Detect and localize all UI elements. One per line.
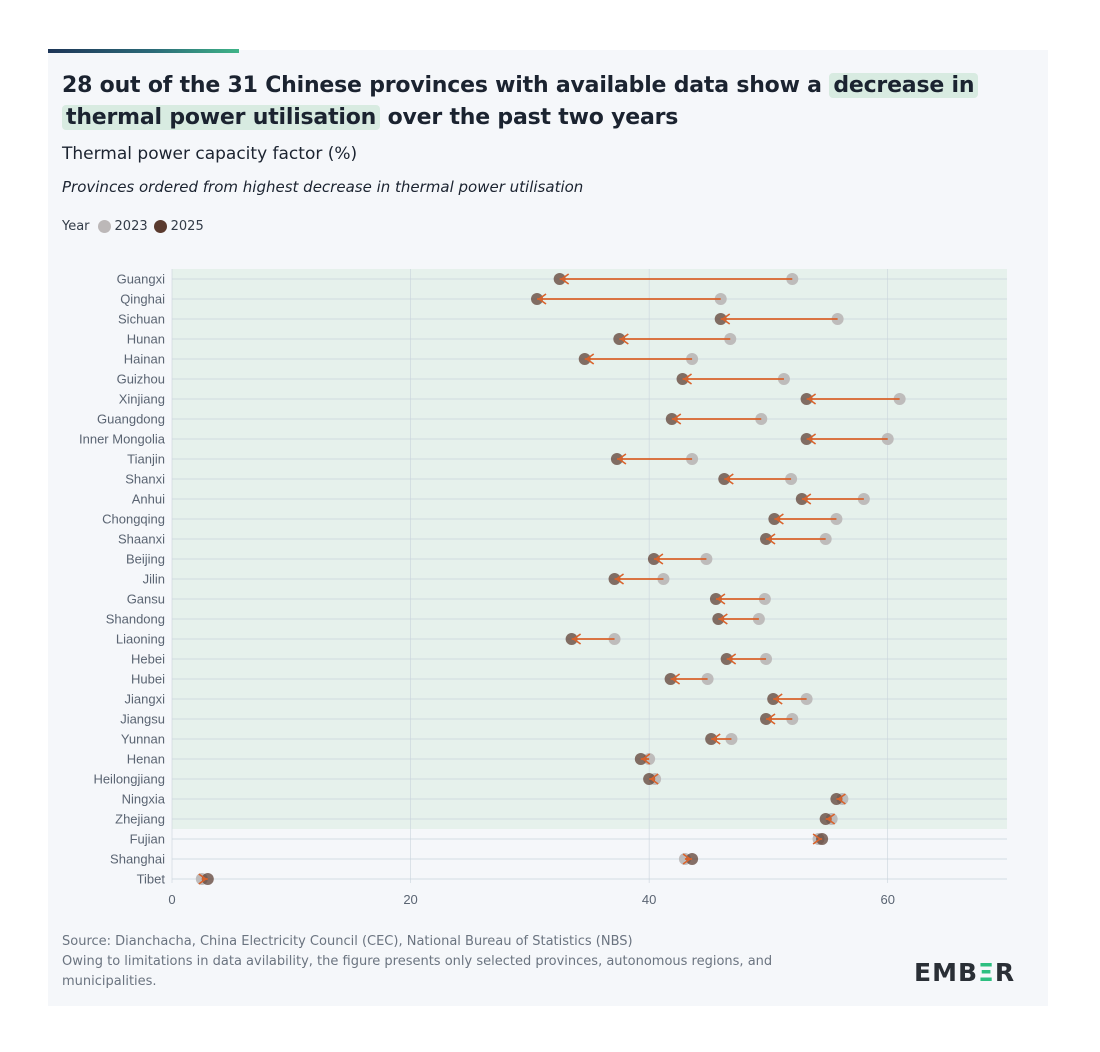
y-tick-label: Fujian — [130, 832, 165, 847]
change-arrow-head — [198, 873, 208, 885]
y-tick-label: Guizhou — [117, 372, 165, 387]
change-arrow-head — [617, 453, 627, 465]
y-tick-label: Tibet — [137, 872, 166, 887]
title-highlight-1: decrease in — [829, 73, 979, 98]
y-tick-label: Shanghai — [110, 852, 165, 867]
change-arrow-head — [654, 553, 664, 565]
chart-title: 28 out of the 31 Chinese provinces with … — [62, 70, 1022, 134]
change-arrow-head — [807, 393, 817, 405]
change-arrow-head — [802, 493, 812, 505]
y-tick-label: Jilin — [143, 572, 165, 587]
change-arrow-head — [718, 613, 728, 625]
y-tick-label: Sichuan — [118, 312, 165, 327]
change-arrow-head — [766, 713, 776, 725]
change-arrow-head — [766, 533, 776, 545]
legend-2023-marker[interactable] — [97, 220, 111, 233]
change-arrow-head — [619, 333, 629, 345]
change-arrow-head — [812, 833, 822, 845]
change-arrow-head — [727, 653, 737, 665]
change-arrow-head — [773, 693, 783, 705]
y-tick-label: Chongqing — [102, 512, 165, 527]
ember-logo: EMBΞR — [914, 958, 1015, 987]
chart-subtitle: Thermal power capacity factor (%) — [62, 144, 358, 164]
x-tick-label: 60 — [880, 892, 894, 907]
logo-text-2: Ξ — [978, 958, 995, 987]
y-tick-label: Hunan — [127, 332, 165, 347]
logo-text-3: R — [994, 958, 1016, 987]
y-tick-label: Jiangsu — [120, 712, 165, 727]
change-arrow-head — [837, 793, 846, 805]
change-arrow-head — [537, 293, 547, 305]
legend-label: Year — [62, 219, 90, 234]
change-arrow-head — [711, 733, 721, 745]
y-tick-label: Hainan — [124, 352, 165, 367]
y-tick-label: Shandong — [106, 612, 165, 627]
y-tick-label: Gansu — [127, 592, 165, 607]
logo-text-1: EMB — [914, 958, 979, 987]
accent-bar — [48, 49, 239, 53]
y-tick-label: Liaoning — [116, 632, 165, 647]
y-tick-label: Hebei — [131, 652, 165, 667]
y-tick-label: Shaanxi — [118, 532, 165, 547]
y-tick-label: Tianjin — [127, 452, 165, 467]
y-tick-label: Henan — [127, 752, 165, 767]
y-tick-label: Guangxi — [117, 272, 166, 287]
source-text: Source: Dianchacha, China Electricity Co… — [62, 934, 633, 949]
change-arrow-head — [826, 813, 836, 825]
y-tick-label: Yunnan — [121, 732, 165, 747]
y-tick-label: Heilongjiang — [93, 772, 165, 787]
change-arrow-head — [671, 673, 681, 685]
footer-note: Owing to limitations in data avilability… — [62, 954, 773, 989]
x-tick-label: 20 — [403, 892, 417, 907]
y-tick-label: Anhui — [132, 492, 165, 507]
change-arrow-head — [615, 573, 625, 585]
change-arrow-head — [682, 853, 692, 865]
legend: Year 2023 2025 — [62, 219, 204, 234]
legend-2023-label[interactable]: 2023 — [114, 219, 148, 234]
x-tick-label: 0 — [168, 892, 175, 907]
change-arrow-head — [572, 633, 582, 645]
footer: Source: Dianchacha, China Electricity Co… — [62, 932, 842, 992]
x-tick-label: 40 — [642, 892, 656, 907]
change-arrow-head — [721, 313, 731, 325]
y-tick-label: Shanxi — [125, 472, 165, 487]
change-arrow-head — [649, 773, 659, 785]
y-tick-label: Zhejiang — [115, 812, 165, 827]
change-arrow-head — [672, 413, 682, 425]
y-tick-label: Beijing — [126, 552, 165, 567]
change-arrow-head — [724, 473, 734, 485]
decrease-band — [172, 269, 1007, 829]
y-tick-label: Qinghai — [120, 292, 165, 307]
title-text-2: over the past two years — [387, 105, 679, 130]
legend-2025-marker[interactable] — [153, 220, 167, 233]
y-tick-label: Inner Mongolia — [79, 432, 166, 447]
change-arrow-head — [807, 433, 817, 445]
change-arrow-head — [585, 353, 595, 365]
y-tick-label: Guangdong — [97, 412, 165, 427]
y-tick-label: Xinjiang — [119, 392, 165, 407]
change-arrow-head — [716, 593, 726, 605]
change-arrow-head — [683, 373, 693, 385]
chart-note: Provinces ordered from highest decrease … — [62, 178, 584, 196]
change-arrow-head — [775, 513, 784, 525]
change-arrow-head — [641, 753, 651, 765]
y-tick-label: Jiangxi — [125, 692, 166, 707]
title-text-1: 28 out of the 31 Chinese provinces with … — [62, 73, 822, 98]
y-tick-label: Hubei — [131, 672, 165, 687]
change-arrow-head — [560, 273, 570, 285]
y-tick-label: Ningxia — [122, 792, 166, 807]
legend-2025-label[interactable]: 2025 — [170, 219, 204, 234]
title-highlight-2: thermal power utilisation — [62, 105, 381, 130]
